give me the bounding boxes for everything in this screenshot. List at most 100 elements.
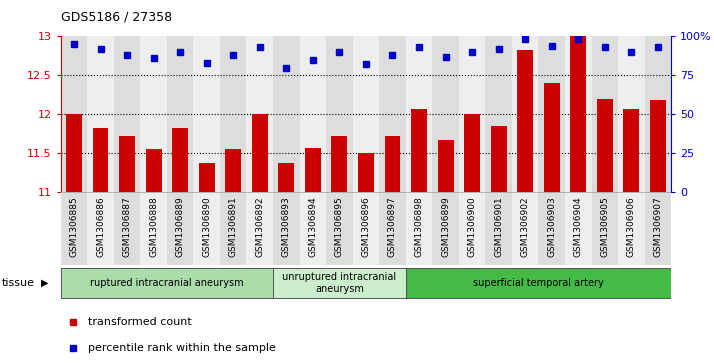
Text: unruptured intracranial
aneurysm: unruptured intracranial aneurysm [282, 272, 396, 294]
Bar [486, 36, 512, 192]
Text: GSM1306894: GSM1306894 [308, 196, 317, 257]
Bar [406, 192, 432, 265]
Bar [544, 83, 560, 192]
Bar [305, 148, 321, 192]
Bar [517, 50, 533, 192]
Bar [61, 36, 87, 192]
Text: GSM1306901: GSM1306901 [494, 196, 503, 257]
Bar [300, 36, 326, 192]
Bar [538, 36, 565, 192]
Text: percentile rank within the sample: percentile rank within the sample [88, 343, 276, 354]
Bar [459, 36, 486, 192]
FancyBboxPatch shape [406, 269, 671, 298]
Bar [353, 36, 379, 192]
Bar [246, 36, 273, 192]
Bar [491, 126, 507, 192]
Bar [198, 163, 215, 192]
Bar [246, 192, 273, 265]
Text: GSM1306904: GSM1306904 [574, 196, 583, 257]
Text: GSM1306906: GSM1306906 [627, 196, 636, 257]
Bar [119, 136, 135, 192]
Bar [645, 192, 671, 265]
Bar [220, 36, 246, 192]
Bar [618, 192, 645, 265]
Bar [565, 36, 591, 192]
Bar [623, 109, 639, 192]
Bar [438, 140, 453, 192]
Bar [459, 192, 486, 265]
Bar [618, 36, 645, 192]
Text: GSM1306890: GSM1306890 [202, 196, 211, 257]
Bar [650, 100, 666, 192]
Text: GSM1306902: GSM1306902 [521, 196, 530, 257]
Bar [645, 36, 671, 192]
Text: GSM1306899: GSM1306899 [441, 196, 450, 257]
Bar [512, 192, 538, 265]
Bar [406, 36, 432, 192]
FancyBboxPatch shape [273, 269, 406, 298]
Bar [331, 136, 347, 192]
Text: transformed count: transformed count [88, 317, 192, 327]
Bar [66, 114, 82, 192]
Text: GSM1306896: GSM1306896 [361, 196, 371, 257]
Bar [141, 192, 167, 265]
Text: ruptured intracranial aneurysm: ruptured intracranial aneurysm [90, 278, 243, 288]
Text: GSM1306895: GSM1306895 [335, 196, 344, 257]
Bar [379, 192, 406, 265]
Bar [432, 36, 459, 192]
Bar [172, 129, 188, 192]
Bar [193, 36, 220, 192]
Bar [464, 114, 480, 192]
Text: GSM1306886: GSM1306886 [96, 196, 105, 257]
Bar [597, 99, 613, 192]
Text: GSM1306887: GSM1306887 [123, 196, 131, 257]
Text: GDS5186 / 27358: GDS5186 / 27358 [61, 11, 172, 24]
Bar [591, 192, 618, 265]
Bar [225, 150, 241, 192]
Text: GSM1306893: GSM1306893 [282, 196, 291, 257]
Bar [114, 192, 141, 265]
Text: superficial temporal artery: superficial temporal artery [473, 278, 604, 288]
Bar [379, 36, 406, 192]
Bar [512, 36, 538, 192]
Text: GSM1306885: GSM1306885 [69, 196, 79, 257]
Bar [538, 192, 565, 265]
Bar [591, 36, 618, 192]
Bar [220, 192, 246, 265]
Bar [565, 192, 591, 265]
Bar [114, 36, 141, 192]
Text: ▶: ▶ [41, 278, 49, 288]
Text: tissue: tissue [1, 278, 34, 288]
Bar [193, 192, 220, 265]
Text: GSM1306891: GSM1306891 [228, 196, 238, 257]
Text: GSM1306898: GSM1306898 [415, 196, 423, 257]
Bar [93, 129, 109, 192]
Bar [326, 192, 353, 265]
Bar [87, 192, 114, 265]
Bar [432, 192, 459, 265]
Text: GSM1306907: GSM1306907 [653, 196, 663, 257]
Bar [300, 192, 326, 265]
FancyBboxPatch shape [61, 269, 273, 298]
Text: GSM1306905: GSM1306905 [600, 196, 609, 257]
Bar [358, 153, 374, 192]
Bar [141, 36, 167, 192]
Text: GSM1306903: GSM1306903 [547, 196, 556, 257]
Bar [486, 192, 512, 265]
Bar [146, 150, 161, 192]
Bar [167, 192, 193, 265]
Bar [411, 109, 427, 192]
Bar [570, 36, 586, 192]
Text: GSM1306892: GSM1306892 [256, 196, 264, 257]
Bar [273, 36, 300, 192]
Text: GSM1306897: GSM1306897 [388, 196, 397, 257]
Bar [167, 36, 193, 192]
Bar [353, 192, 379, 265]
Text: GSM1306888: GSM1306888 [149, 196, 158, 257]
Bar [385, 136, 401, 192]
Bar [252, 114, 268, 192]
Bar [326, 36, 353, 192]
Bar [61, 192, 87, 265]
Bar [87, 36, 114, 192]
Bar [278, 163, 294, 192]
